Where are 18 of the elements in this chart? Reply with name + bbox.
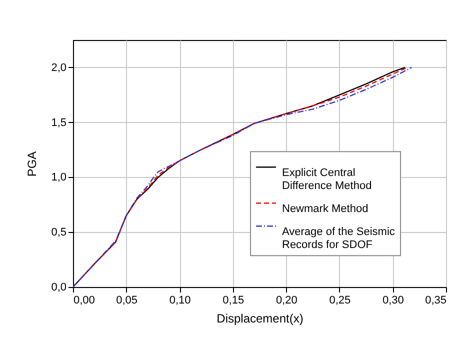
- y-tick-label: 1,0: [51, 172, 66, 184]
- x-tick-label: 0,35: [425, 294, 446, 306]
- x-axis-title: Displacement(x): [216, 312, 304, 326]
- y-tick-label: 0,5: [51, 226, 66, 239]
- legend-label: Explicit Central Difference Method: [282, 167, 372, 192]
- x-tick-label: 0,15: [222, 294, 244, 306]
- x-tick-label: 0,00: [74, 294, 95, 306]
- y-tick-label: 0,0: [51, 282, 66, 294]
- y-tick-label: 1,5: [51, 116, 66, 129]
- x-tick-label: 0,25: [329, 294, 351, 306]
- y-tick-label: 2,0: [51, 62, 66, 74]
- x-tick-label: 0,20: [276, 294, 298, 306]
- y-axis-title: PGA: [25, 151, 40, 177]
- legend-label: Average of the Seismic Records for SDOF: [282, 226, 396, 252]
- x-tick-label: 0,30: [382, 294, 404, 306]
- x-tick-label: 0,05: [116, 294, 138, 306]
- x-tick-label: 0,10: [169, 294, 191, 306]
- legend-label: Newmark Method: [282, 203, 368, 216]
